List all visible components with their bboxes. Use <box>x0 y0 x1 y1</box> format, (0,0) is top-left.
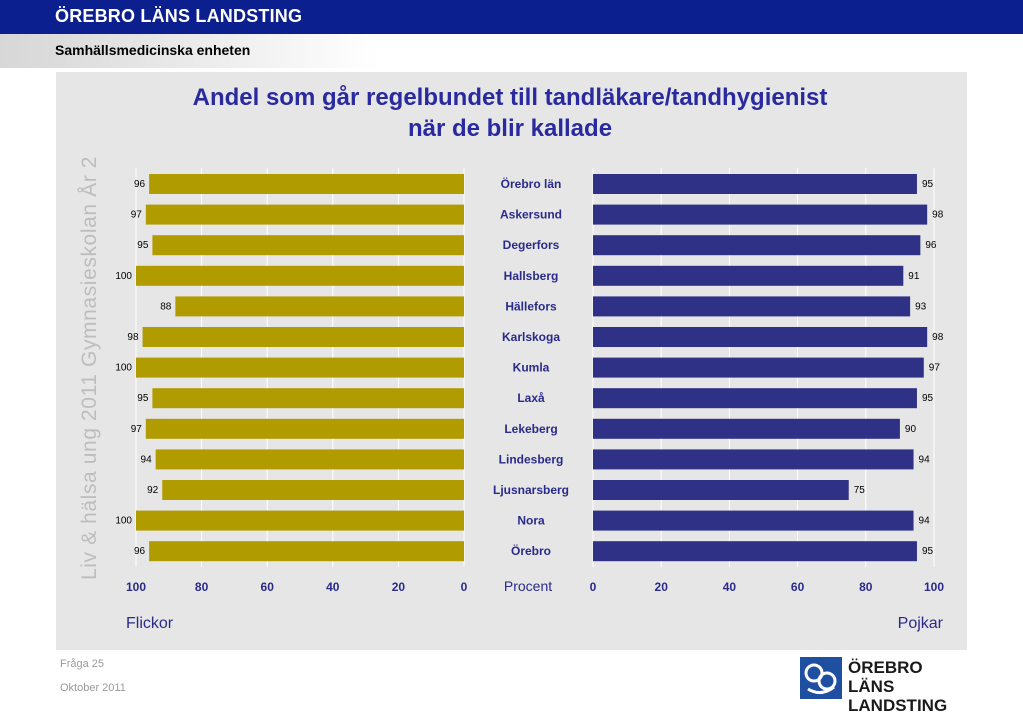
data-label-pojkar: 98 <box>932 210 944 221</box>
bar-flickor <box>162 480 465 500</box>
tick-label-right: 100 <box>924 580 944 594</box>
tick-label-right: 0 <box>590 580 597 594</box>
tick-label-left: 100 <box>126 580 146 594</box>
bar-pojkar <box>593 174 917 194</box>
data-label-pojkar: 94 <box>919 516 931 527</box>
tick-label-left: 80 <box>195 580 209 594</box>
logo-line-1: ÖREBRO LÄNS <box>848 658 923 696</box>
bar-pojkar <box>593 510 914 531</box>
category-label: Lekeberg <box>504 422 557 436</box>
chart-title: Andel som går regelbundet till tandläkar… <box>100 82 920 144</box>
footer-date: Oktober 2011 <box>60 682 126 694</box>
tick-label-right: 80 <box>859 580 873 594</box>
bar-flickor <box>175 296 465 317</box>
bar-pojkar <box>593 296 911 317</box>
landsting-logo: ÖREBRO LÄNS LANDSTING <box>800 655 970 715</box>
data-label-pojkar: 91 <box>908 271 920 282</box>
category-label: Ljusnarsberg <box>493 483 569 497</box>
organization-name: ÖREBRO LÄNS LANDSTING <box>55 6 303 26</box>
landsting-logo-icon <box>800 657 842 699</box>
tick-label-right: 20 <box>655 580 669 594</box>
category-label: Örebro <box>511 543 551 558</box>
chart-title-line-2: när de blir kallade <box>407 115 613 142</box>
category-label: Laxå <box>517 391 545 405</box>
category-label: Örebro län <box>501 176 562 191</box>
category-label: Karlskoga <box>502 330 560 344</box>
category-label: Lindesberg <box>499 452 564 466</box>
logo-line-2: LANDSTING <box>848 696 948 715</box>
bar-flickor <box>155 449 464 470</box>
bar-pojkar <box>593 327 928 347</box>
bar-pojkar <box>593 449 914 470</box>
data-label-pojkar: 95 <box>922 546 934 557</box>
bar-flickor <box>136 265 464 286</box>
data-label-flickor: 96 <box>134 179 146 190</box>
bar-pojkar <box>593 265 904 286</box>
data-label-pojkar: 98 <box>932 332 944 343</box>
category-label: Hällefors <box>505 299 557 313</box>
data-label-flickor: 94 <box>141 454 153 465</box>
header-bar: ÖREBRO LÄNS LANDSTING <box>0 0 1023 34</box>
data-label-pojkar: 95 <box>922 179 934 190</box>
data-label-flickor: 100 <box>115 516 132 527</box>
data-label-flickor: 95 <box>137 393 149 404</box>
data-label-flickor: 96 <box>134 546 146 557</box>
data-label-pojkar: 93 <box>915 301 927 312</box>
bar-pojkar <box>593 235 921 256</box>
data-label-pojkar: 94 <box>919 454 931 465</box>
category-label: Kumla <box>513 361 550 375</box>
tick-label-right: 60 <box>791 580 805 594</box>
unit-name: Samhällsmedicinska enheten <box>55 42 251 58</box>
category-label: Nora <box>517 514 545 528</box>
bar-pojkar <box>593 204 928 225</box>
data-label-pojkar: 96 <box>925 240 937 251</box>
data-label-flickor: 95 <box>137 240 149 251</box>
tick-label-left: 60 <box>261 580 275 594</box>
bar-flickor <box>145 204 464 225</box>
tick-label-left: 40 <box>326 580 340 594</box>
data-label-pojkar: 75 <box>854 485 866 496</box>
logo-text: ÖREBRO LÄNS LANDSTING <box>848 658 970 715</box>
data-label-flickor: 100 <box>115 363 132 374</box>
series-label-flickor: Flickor <box>126 615 174 632</box>
data-label-flickor: 92 <box>147 485 159 496</box>
category-label: Hallsberg <box>504 269 559 283</box>
data-label-flickor: 97 <box>131 210 143 221</box>
data-label-pojkar: 90 <box>905 424 917 435</box>
subheader-bar: Samhällsmedicinska enheten <box>0 34 1023 68</box>
bar-pojkar <box>593 541 917 562</box>
bar-flickor <box>136 357 464 378</box>
x-axis-label: Procent <box>504 578 552 594</box>
data-label-flickor: 97 <box>131 424 143 435</box>
data-label-flickor: 100 <box>115 271 132 282</box>
tick-label-left: 0 <box>461 580 468 594</box>
footer-question: Fråga 25 <box>60 658 105 670</box>
bar-flickor <box>152 235 464 256</box>
series-label-pojkar: Pojkar <box>898 615 944 632</box>
category-label: Degerfors <box>503 238 560 252</box>
bar-pojkar <box>593 357 924 378</box>
category-label: Askersund <box>500 208 562 222</box>
bar-flickor <box>145 418 464 439</box>
chart-title-line-1: Andel som går regelbundet till tandläkar… <box>192 84 828 111</box>
data-label-pojkar: 95 <box>922 393 934 404</box>
bar-pojkar <box>593 418 900 439</box>
bar-pojkar <box>593 480 849 500</box>
bar-flickor <box>136 510 464 531</box>
data-label-flickor: 98 <box>127 332 139 343</box>
bar-flickor <box>142 327 464 347</box>
data-label-flickor: 88 <box>160 301 172 312</box>
data-label-pojkar: 97 <box>929 363 941 374</box>
tick-label-right: 40 <box>723 580 737 594</box>
tick-label-left: 20 <box>392 580 406 594</box>
bar-flickor <box>149 541 464 562</box>
bar-flickor <box>152 388 464 409</box>
bar-pojkar <box>593 388 917 409</box>
bar-flickor <box>149 174 464 194</box>
